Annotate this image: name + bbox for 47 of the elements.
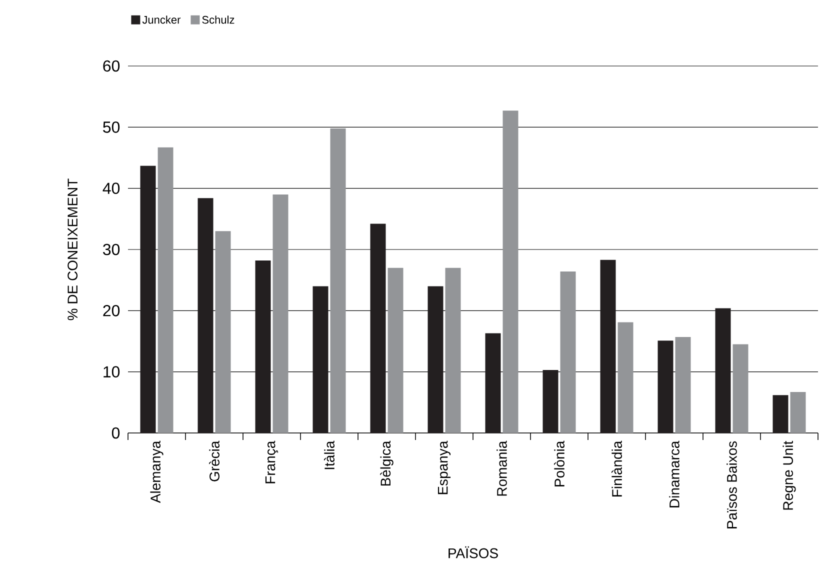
- bar: [388, 268, 404, 433]
- bar: [198, 198, 214, 433]
- x-tick-label: Espanya: [438, 440, 451, 494]
- y-tick-label: 60: [103, 60, 120, 72]
- bar: [272, 194, 288, 433]
- bar: [560, 272, 576, 433]
- y-axis-title: % DE CONEIXEMENT: [68, 178, 78, 320]
- bar: [215, 231, 231, 433]
- x-tick-label: Finlàndia: [612, 440, 622, 496]
- y-tick-label: 0: [112, 427, 120, 439]
- x-tick-label: Itàlia: [324, 440, 334, 470]
- bar: [485, 333, 501, 433]
- bar: [330, 128, 346, 433]
- legend-label: Juncker: [142, 16, 181, 24]
- y-tick-label: 30: [103, 244, 120, 256]
- bar: [715, 308, 731, 433]
- x-tick-label: França: [265, 440, 278, 484]
- x-tick-label: Polònia: [554, 440, 564, 486]
- y-tick-label: 10: [104, 366, 120, 378]
- bar: [428, 286, 444, 433]
- bar: [255, 260, 271, 433]
- y-tick-label: 40: [102, 182, 120, 194]
- bar: [502, 110, 518, 433]
- y-tick-label: 20: [103, 304, 120, 316]
- bar: [445, 268, 461, 433]
- x-tick-label: Països Baixos: [726, 441, 737, 528]
- bar: [370, 224, 386, 433]
- y-tick-label: 50: [103, 122, 120, 133]
- bar: [312, 286, 328, 433]
- x-tick-label: Bèlgica: [380, 440, 394, 486]
- x-tick-label: Regne Unit: [782, 440, 796, 510]
- bar: [158, 147, 174, 433]
- bar: [618, 322, 634, 433]
- x-tick-label: Romania: [496, 440, 507, 496]
- bar: [790, 392, 806, 433]
- x-tick-label: Alemanya: [150, 440, 164, 504]
- bar: [542, 370, 558, 433]
- bar: [140, 166, 156, 433]
- x-tick-label: Dinamarca: [669, 440, 680, 508]
- bar: [600, 260, 616, 433]
- bar: [732, 344, 748, 433]
- bar: [675, 336, 691, 433]
- x-axis-title: PAÏSOS: [448, 546, 498, 558]
- x-tick-label: Grècia: [209, 440, 220, 482]
- bar: [658, 340, 674, 433]
- bar: [772, 395, 788, 433]
- legend-label: Schulz: [202, 16, 234, 24]
